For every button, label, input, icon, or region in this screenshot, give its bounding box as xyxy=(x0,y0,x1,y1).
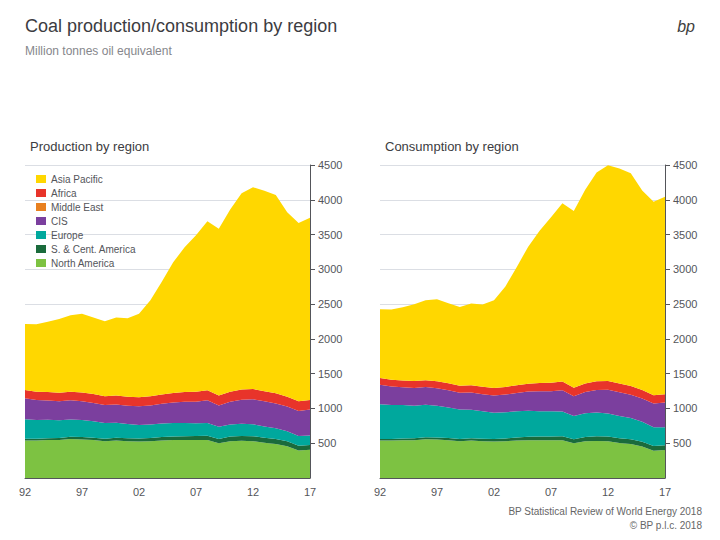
svg-text:97: 97 xyxy=(76,486,88,498)
svg-text:Middle East: Middle East xyxy=(51,202,103,213)
svg-text:North America: North America xyxy=(51,258,115,269)
svg-text:Million tonnes oil equivalent: Million tonnes oil equivalent xyxy=(25,44,172,58)
svg-text:Consumption by region: Consumption by region xyxy=(385,139,519,154)
svg-text:17: 17 xyxy=(304,486,316,498)
svg-text:1500: 1500 xyxy=(673,368,697,380)
svg-text:© BP p.l.c. 2018: © BP p.l.c. 2018 xyxy=(630,520,703,531)
svg-text:Europe: Europe xyxy=(51,230,84,241)
svg-text:4000: 4000 xyxy=(673,194,697,206)
svg-text:2500: 2500 xyxy=(318,298,342,310)
svg-text:92: 92 xyxy=(19,486,31,498)
svg-text:4000: 4000 xyxy=(318,194,342,206)
svg-text:3000: 3000 xyxy=(318,263,342,275)
svg-text:1500: 1500 xyxy=(318,368,342,380)
svg-text:1000: 1000 xyxy=(318,402,342,414)
svg-text:4500: 4500 xyxy=(673,159,697,171)
svg-text:3000: 3000 xyxy=(673,263,697,275)
svg-text:BP Statistical Review of World: BP Statistical Review of World Energy 20… xyxy=(508,506,702,517)
svg-text:02: 02 xyxy=(488,486,500,498)
svg-text:2000: 2000 xyxy=(318,333,342,345)
svg-text:Africa: Africa xyxy=(51,188,77,199)
svg-text:bp: bp xyxy=(677,18,695,35)
svg-text:Asia Pacific: Asia Pacific xyxy=(51,174,103,185)
svg-text:17: 17 xyxy=(659,486,671,498)
svg-text:07: 07 xyxy=(190,486,202,498)
svg-text:CIS: CIS xyxy=(51,216,68,227)
svg-text:2000: 2000 xyxy=(673,333,697,345)
svg-text:500: 500 xyxy=(673,437,691,449)
svg-text:4500: 4500 xyxy=(318,159,342,171)
svg-text:97: 97 xyxy=(431,486,443,498)
svg-text:500: 500 xyxy=(318,437,336,449)
svg-text:12: 12 xyxy=(602,486,614,498)
svg-text:S. & Cent. America: S. & Cent. America xyxy=(51,244,136,255)
svg-text:3500: 3500 xyxy=(318,229,342,241)
svg-text:1000: 1000 xyxy=(673,402,697,414)
svg-text:07: 07 xyxy=(545,486,557,498)
svg-text:Production by region: Production by region xyxy=(30,139,149,154)
svg-text:92: 92 xyxy=(374,486,386,498)
svg-text:Coal production/consumption by: Coal production/consumption by region xyxy=(25,16,337,36)
svg-text:3500: 3500 xyxy=(673,229,697,241)
svg-text:2500: 2500 xyxy=(673,298,697,310)
svg-text:02: 02 xyxy=(133,486,145,498)
svg-text:12: 12 xyxy=(247,486,259,498)
